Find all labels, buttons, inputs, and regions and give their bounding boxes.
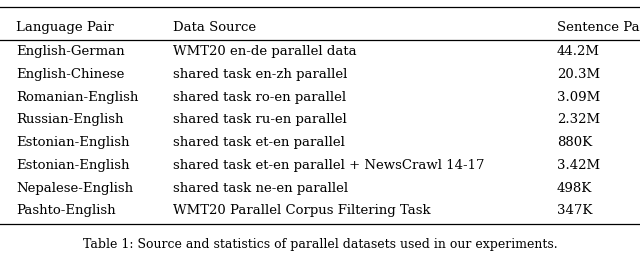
Text: Estonian-English: Estonian-English	[16, 136, 129, 149]
Text: Data Source: Data Source	[173, 21, 256, 34]
Text: Estonian-English: Estonian-English	[16, 159, 129, 172]
Text: Sentence Pairs: Sentence Pairs	[557, 21, 640, 34]
Text: 20.3M: 20.3M	[557, 68, 600, 81]
Text: English-Chinese: English-Chinese	[16, 68, 124, 81]
Text: Language Pair: Language Pair	[16, 21, 114, 34]
Text: 3.09M: 3.09M	[557, 91, 600, 104]
Text: WMT20 Parallel Corpus Filtering Task: WMT20 Parallel Corpus Filtering Task	[173, 204, 431, 217]
Text: Romanian-English: Romanian-English	[16, 91, 138, 104]
Text: 3.42M: 3.42M	[557, 159, 600, 172]
Text: shared task ne-en parallel: shared task ne-en parallel	[173, 182, 348, 195]
Text: WMT20 en-de parallel data: WMT20 en-de parallel data	[173, 45, 356, 58]
Text: shared task en-zh parallel: shared task en-zh parallel	[173, 68, 347, 81]
Text: Table 1: Source and statistics of parallel datasets used in our experiments.: Table 1: Source and statistics of parall…	[83, 238, 557, 251]
Text: Pashto-English: Pashto-English	[16, 204, 116, 217]
Text: 44.2M: 44.2M	[557, 45, 600, 58]
Text: 2.32M: 2.32M	[557, 113, 600, 126]
Text: shared task et-en parallel + NewsCrawl 14-17: shared task et-en parallel + NewsCrawl 1…	[173, 159, 484, 172]
Text: Russian-English: Russian-English	[16, 113, 124, 126]
Text: 498K: 498K	[557, 182, 592, 195]
Text: Nepalese-English: Nepalese-English	[16, 182, 133, 195]
Text: English-German: English-German	[16, 45, 125, 58]
Text: 880K: 880K	[557, 136, 592, 149]
Text: 347K: 347K	[557, 204, 592, 217]
Text: shared task ro-en parallel: shared task ro-en parallel	[173, 91, 346, 104]
Text: shared task et-en parallel: shared task et-en parallel	[173, 136, 345, 149]
Text: shared task ru-en parallel: shared task ru-en parallel	[173, 113, 346, 126]
